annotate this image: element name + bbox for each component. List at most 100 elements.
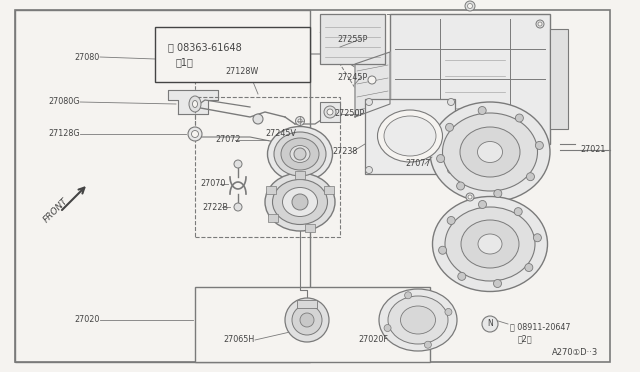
Text: Ⓢ 08363-61648: Ⓢ 08363-61648: [168, 42, 242, 52]
Ellipse shape: [477, 141, 502, 163]
Bar: [320, 14, 385, 64]
Circle shape: [298, 119, 302, 123]
Polygon shape: [168, 90, 218, 114]
Text: N: N: [487, 320, 493, 328]
Text: 27080: 27080: [75, 52, 100, 61]
Bar: [550, 29, 568, 129]
Text: 27255P: 27255P: [337, 35, 367, 44]
Circle shape: [285, 298, 329, 342]
Text: （2）: （2）: [518, 334, 532, 343]
Ellipse shape: [273, 180, 328, 224]
Circle shape: [305, 129, 315, 139]
Bar: [297, 300, 317, 308]
Circle shape: [482, 316, 498, 332]
Circle shape: [458, 272, 466, 280]
Circle shape: [436, 155, 445, 163]
Ellipse shape: [192, 56, 198, 64]
Text: 27072: 27072: [215, 135, 241, 144]
Bar: [324, 186, 335, 194]
Text: 27245P: 27245P: [337, 73, 367, 81]
Circle shape: [515, 114, 524, 122]
Circle shape: [493, 279, 502, 288]
Circle shape: [424, 341, 431, 348]
Circle shape: [292, 194, 308, 210]
Circle shape: [447, 99, 454, 106]
Bar: [155, 27, 310, 82]
Circle shape: [479, 201, 486, 208]
Text: 27020: 27020: [75, 315, 100, 324]
Ellipse shape: [378, 110, 442, 162]
Ellipse shape: [290, 145, 310, 163]
Bar: [266, 186, 276, 194]
Circle shape: [234, 160, 242, 168]
Ellipse shape: [445, 207, 535, 281]
Bar: [365, 99, 455, 174]
Ellipse shape: [388, 296, 448, 344]
Circle shape: [456, 182, 465, 190]
Ellipse shape: [478, 234, 502, 254]
Circle shape: [365, 167, 372, 173]
Circle shape: [536, 20, 544, 28]
Circle shape: [368, 76, 376, 84]
Text: （1）: （1）: [176, 57, 194, 67]
Ellipse shape: [281, 138, 319, 170]
Circle shape: [188, 127, 202, 141]
Circle shape: [467, 3, 472, 9]
Circle shape: [191, 131, 198, 138]
Ellipse shape: [433, 196, 547, 292]
Ellipse shape: [461, 220, 519, 268]
Text: 27077: 27077: [405, 160, 431, 169]
Circle shape: [438, 246, 447, 254]
Circle shape: [300, 313, 314, 327]
Circle shape: [527, 173, 534, 181]
Ellipse shape: [282, 187, 317, 217]
Bar: [268, 214, 278, 222]
Circle shape: [296, 116, 305, 125]
Ellipse shape: [189, 52, 201, 68]
Polygon shape: [355, 52, 390, 117]
Bar: [195, 97, 340, 237]
Circle shape: [292, 305, 322, 335]
Circle shape: [536, 141, 543, 150]
Ellipse shape: [274, 132, 326, 176]
Text: 2722B: 2722B: [202, 202, 228, 212]
Circle shape: [494, 189, 502, 198]
Text: 27020F: 27020F: [358, 336, 388, 344]
Circle shape: [447, 217, 455, 224]
Circle shape: [404, 292, 412, 299]
Circle shape: [445, 308, 452, 315]
Text: 27245V: 27245V: [265, 129, 296, 138]
Circle shape: [445, 123, 454, 131]
Circle shape: [307, 131, 312, 137]
Circle shape: [468, 195, 472, 199]
Ellipse shape: [193, 100, 198, 108]
Text: 27128W: 27128W: [225, 67, 259, 77]
Text: Ⓝ 08911-20647: Ⓝ 08911-20647: [510, 323, 570, 331]
Text: 27128G: 27128G: [49, 129, 80, 138]
Circle shape: [514, 208, 522, 216]
Circle shape: [234, 203, 242, 211]
Ellipse shape: [324, 106, 336, 118]
Bar: [305, 224, 315, 232]
Text: 27238: 27238: [332, 148, 357, 157]
Ellipse shape: [265, 173, 335, 231]
Text: A270①D··3: A270①D··3: [552, 348, 598, 357]
Circle shape: [465, 1, 475, 11]
Circle shape: [447, 167, 454, 173]
Circle shape: [253, 114, 263, 124]
Circle shape: [365, 99, 372, 106]
Text: 27070: 27070: [200, 180, 225, 189]
Circle shape: [525, 263, 533, 272]
Ellipse shape: [384, 116, 436, 156]
Circle shape: [466, 193, 474, 201]
Polygon shape: [175, 47, 215, 72]
Text: 27065H: 27065H: [224, 336, 255, 344]
Bar: [195, 287, 430, 362]
Circle shape: [384, 324, 391, 331]
Ellipse shape: [327, 109, 333, 115]
Bar: [295, 171, 305, 179]
Circle shape: [533, 234, 541, 242]
Text: FRONT: FRONT: [42, 196, 70, 224]
Ellipse shape: [379, 289, 457, 351]
Text: 27080G: 27080G: [49, 97, 80, 106]
